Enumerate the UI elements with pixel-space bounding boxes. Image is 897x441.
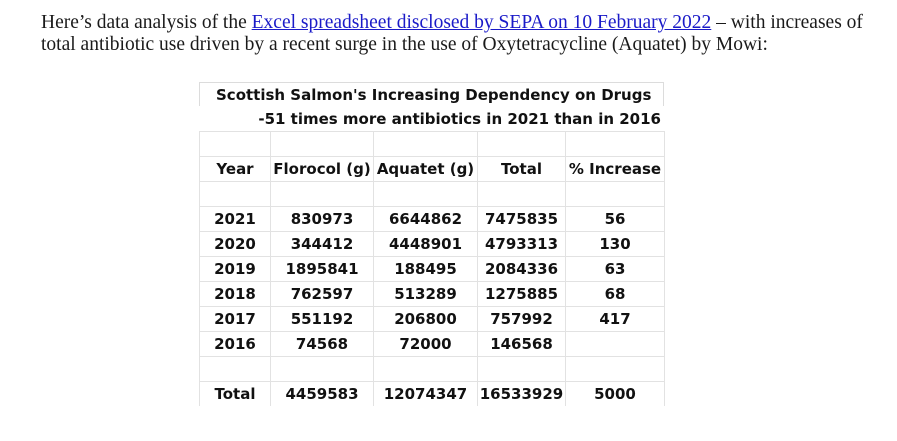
cell-year: 2018 <box>199 281 271 307</box>
cell-florocol: 74568 <box>270 331 374 357</box>
cell-total: 1275885 <box>477 281 566 307</box>
cell-aquatet: 6644862 <box>373 206 478 232</box>
table-row: 2021 830973 6644862 7475835 56 <box>199 206 665 232</box>
header-year: Year <box>199 156 271 182</box>
cell-aquatet: 72000 <box>373 331 478 357</box>
cell-total: 2084336 <box>477 256 566 282</box>
table-row: 2020 344412 4448901 4793313 130 <box>199 231 665 257</box>
blank-row <box>199 356 665 382</box>
table-title: Scottish Salmon's Increasing Dependency … <box>199 82 664 106</box>
header-total: Total <box>477 156 566 182</box>
cell-florocol: 551192 <box>270 306 374 332</box>
cell-year: 2017 <box>199 306 271 332</box>
cell-increase: 417 <box>565 306 665 332</box>
total-total: 16533929 <box>477 381 566 406</box>
cell-total: 146568 <box>477 331 566 357</box>
cell-year: 2021 <box>199 206 271 232</box>
cell-florocol: 344412 <box>270 231 374 257</box>
blank-row <box>199 181 665 207</box>
cell-florocol: 1895841 <box>270 256 374 282</box>
table-row: 2019 1895841 188495 2084336 63 <box>199 256 665 282</box>
table-row: 2016 74568 72000 146568 <box>199 331 665 357</box>
total-label: Total <box>199 381 271 406</box>
blank-row <box>199 131 665 157</box>
cell-aquatet: 188495 <box>373 256 478 282</box>
cell-total: 4793313 <box>477 231 566 257</box>
cell-increase: 63 <box>565 256 665 282</box>
header-aquatet: Aquatet (g) <box>373 156 478 182</box>
cell-year: 2016 <box>199 331 271 357</box>
antibiotics-table: Year Florocol (g) Aquatet (g) Total % In… <box>199 131 665 406</box>
table-subtitle: -51 times more antibiotics in 2021 than … <box>258 110 661 128</box>
cell-florocol: 762597 <box>270 281 374 307</box>
spreadsheet-image: Scottish Salmon's Increasing Dependency … <box>199 82 665 412</box>
cell-florocol: 830973 <box>270 206 374 232</box>
intro-text-end: – with increases of total antibiotic use… <box>41 12 863 55</box>
cell-aquatet: 513289 <box>373 281 478 307</box>
intro-paragraph: Here’s data analysis of the Excel spread… <box>41 12 871 56</box>
cell-total: 7475835 <box>477 206 566 232</box>
cell-year: 2019 <box>199 256 271 282</box>
table-row: 2018 762597 513289 1275885 68 <box>199 281 665 307</box>
header-increase: % Increase <box>565 156 665 182</box>
total-florocol: 4459583 <box>270 381 374 406</box>
cell-increase: 68 <box>565 281 665 307</box>
total-aquatet: 12074347 <box>373 381 478 406</box>
sepa-spreadsheet-link[interactable]: Excel spreadsheet disclosed by SEPA on 1… <box>251 12 712 33</box>
total-increase: 5000 <box>565 381 665 406</box>
intro-text-start: Here’s data analysis of the <box>41 12 252 33</box>
cell-increase: 130 <box>565 231 665 257</box>
cell-aquatet: 4448901 <box>373 231 478 257</box>
header-florocol: Florocol (g) <box>270 156 374 182</box>
total-row: Total 4459583 12074347 16533929 5000 <box>199 381 665 406</box>
cell-aquatet: 206800 <box>373 306 478 332</box>
table-row: 2017 551192 206800 757992 417 <box>199 306 665 332</box>
cell-year: 2020 <box>199 231 271 257</box>
cell-total: 757992 <box>477 306 566 332</box>
header-row: Year Florocol (g) Aquatet (g) Total % In… <box>199 156 665 182</box>
cell-increase <box>565 331 665 357</box>
cell-increase: 56 <box>565 206 665 232</box>
